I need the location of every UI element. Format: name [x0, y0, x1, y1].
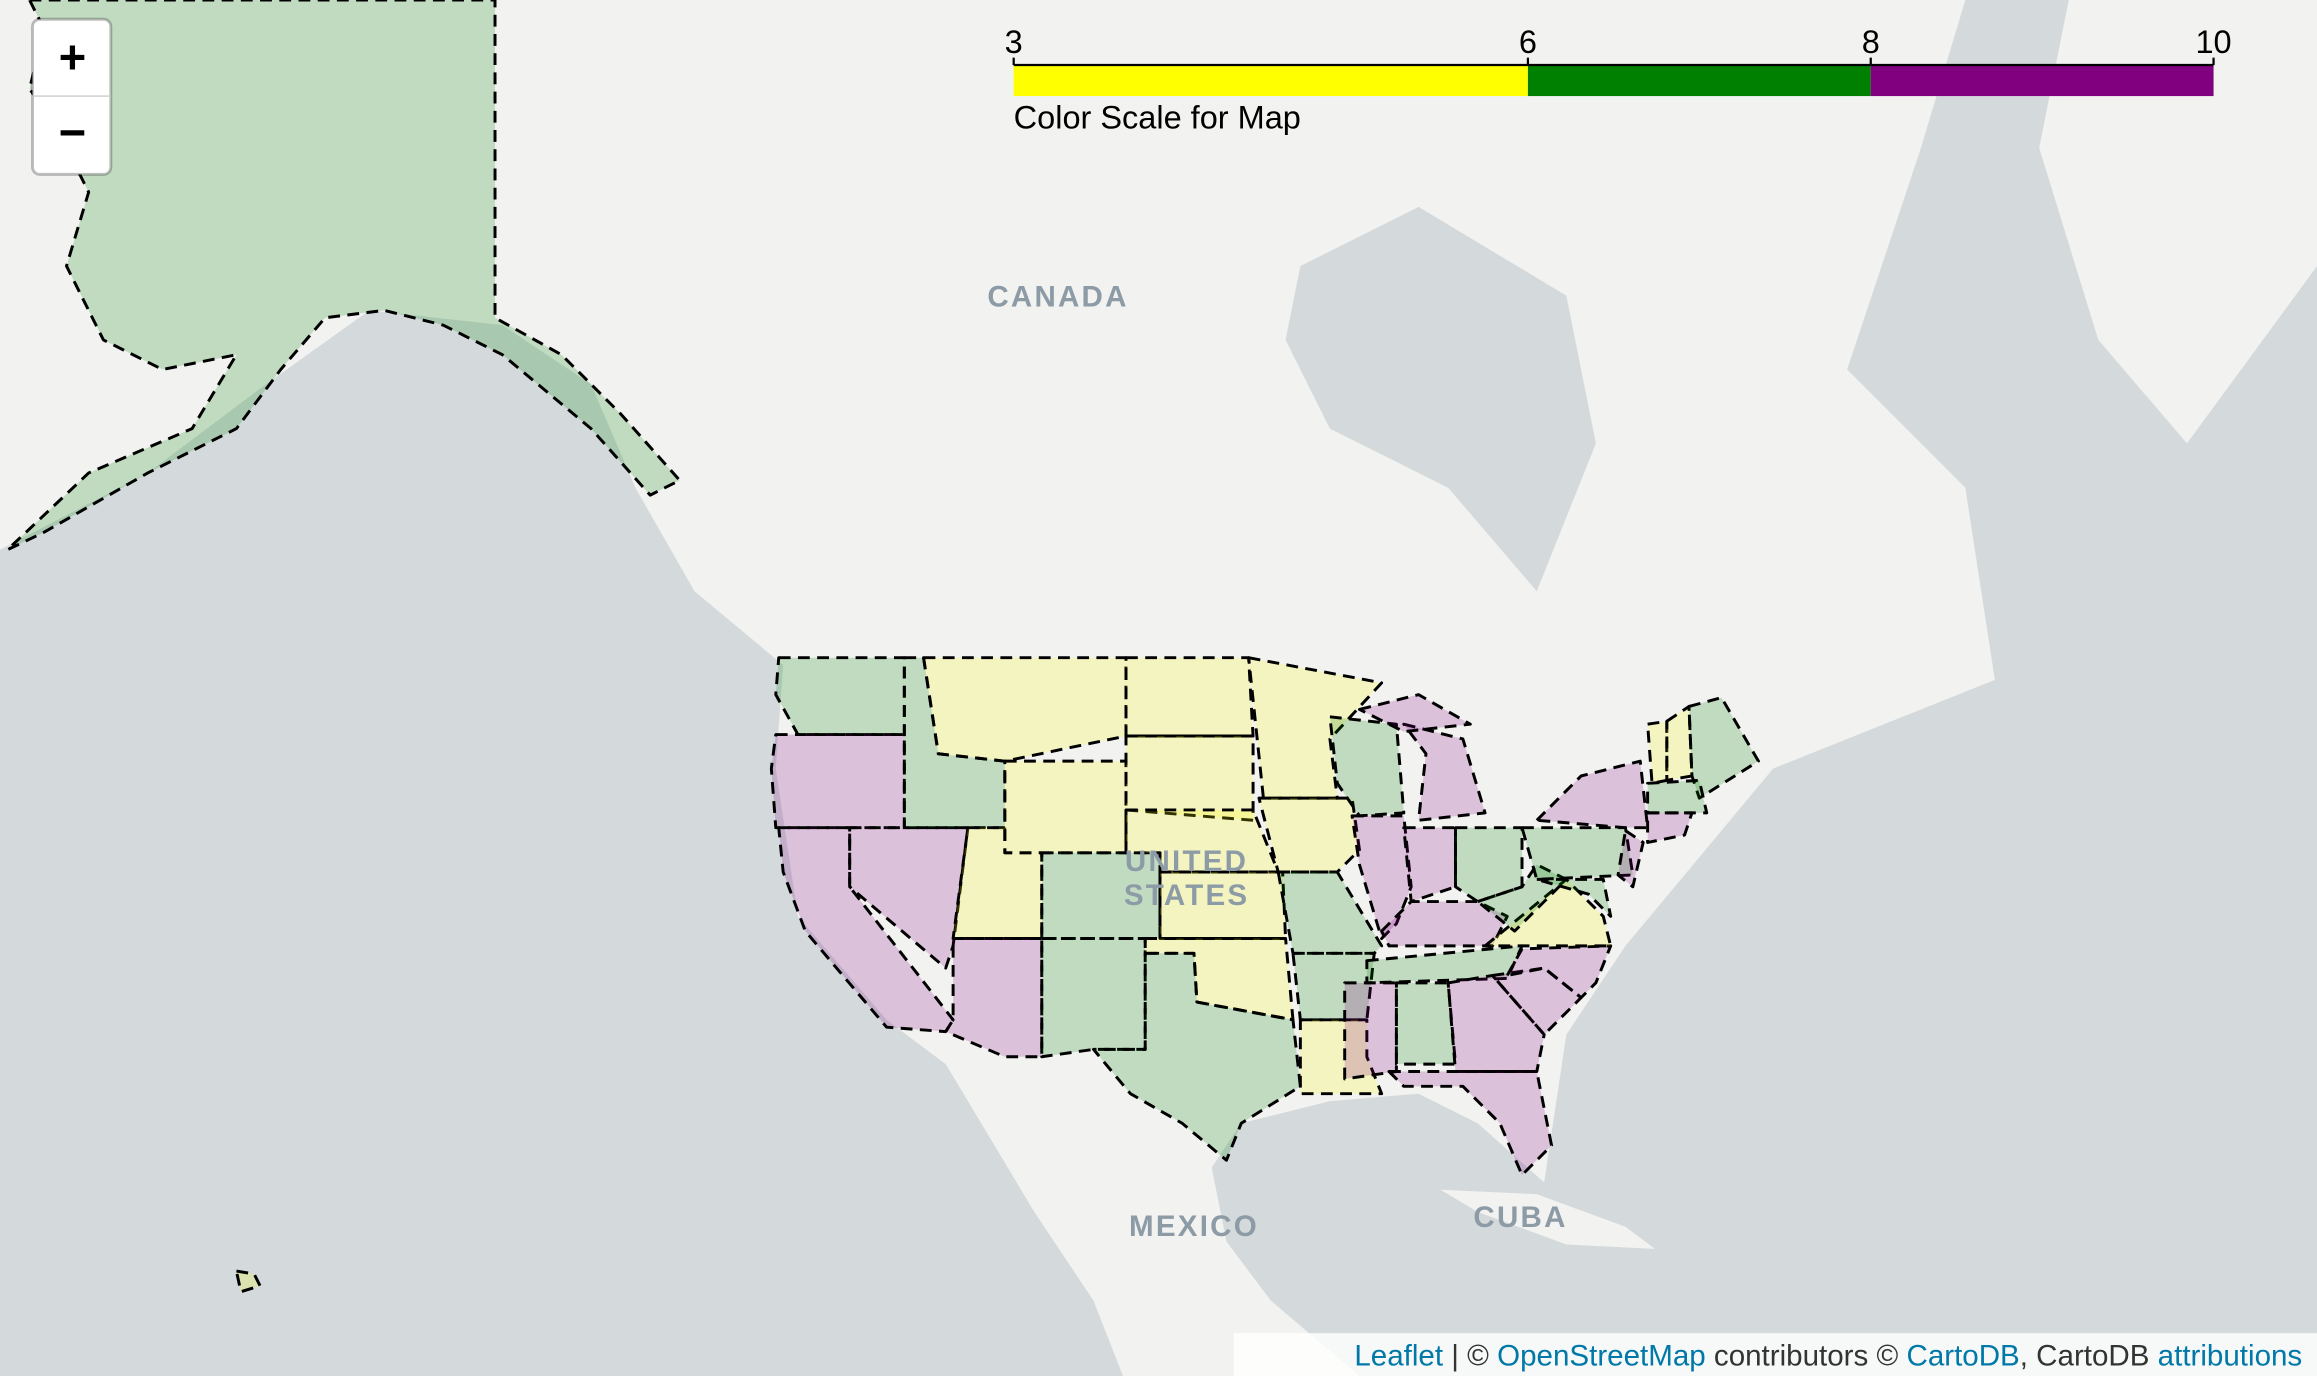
region: [1143, 937, 1295, 1022]
region: [1394, 981, 1457, 1066]
attribution-text: , CartoDB: [2020, 1340, 2158, 1373]
region: [1257, 796, 1361, 874]
region: [774, 656, 906, 737]
region: [1402, 722, 1487, 822]
region: [1535, 877, 1613, 918]
legend-tick-label: 3: [1005, 24, 1023, 60]
region: [5, 0, 682, 552]
attribution-link[interactable]: attributions: [2158, 1340, 2303, 1373]
region: [1365, 944, 1524, 985]
region: [1446, 973, 1546, 1074]
region: [1380, 900, 1509, 948]
legend: Color Scale for Map 3 6 8 10: [1005, 24, 2232, 135]
attribution-link[interactable]: CartoDB: [1906, 1340, 2019, 1373]
region: [944, 937, 1044, 1059]
region: [1646, 719, 1669, 785]
regions: [5, 0, 1760, 1294]
region: [1343, 981, 1398, 1081]
region: [1454, 826, 1524, 904]
zoom-control: + −: [31, 17, 113, 176]
region: [1357, 693, 1472, 734]
legend-tick-label: 10: [2195, 24, 2231, 60]
country-label: UNITED: [1125, 845, 1248, 878]
region: [848, 826, 970, 970]
region: [1247, 656, 1384, 800]
zoom-out-button[interactable]: −: [59, 106, 87, 159]
region: [1291, 951, 1376, 1022]
region: [1158, 870, 1288, 940]
region: [1003, 759, 1128, 855]
legend-segment: [1870, 65, 2214, 97]
region: [1124, 656, 1255, 738]
attribution-link[interactable]: OpenStreetMap: [1497, 1340, 1706, 1373]
legend-caption: Color Scale for Map: [1014, 100, 1301, 136]
legend-tick-label: 8: [1862, 24, 1880, 60]
region: [1040, 937, 1147, 1059]
region: [922, 656, 1128, 763]
region: [1520, 826, 1635, 881]
country-label: MEXICO: [1129, 1210, 1259, 1243]
hudson-bay: [1285, 206, 1596, 592]
greenland: [2039, 0, 2317, 444]
legend-tick-label: 6: [1519, 24, 1537, 60]
attribution-link[interactable]: Leaflet: [1354, 1340, 1443, 1373]
region: [1616, 829, 1645, 889]
region: [1505, 944, 1613, 1000]
legend-segment: [1527, 65, 1871, 97]
attribution-text: contributors ©: [1706, 1340, 1907, 1373]
region: [1350, 814, 1413, 940]
country-label: STATES: [1124, 879, 1249, 912]
region: [1092, 951, 1302, 1162]
attribution-text: | ©: [1443, 1340, 1497, 1373]
region: [234, 1269, 262, 1294]
region: [1402, 826, 1457, 904]
region: [1535, 759, 1650, 830]
cuba: [1440, 1189, 1655, 1249]
region: [1276, 870, 1384, 955]
region: [1124, 734, 1255, 822]
zoom-in-button[interactable]: +: [59, 31, 87, 84]
legend-segment: [1013, 65, 1528, 97]
region: [1646, 778, 1709, 815]
country-label: CUBA: [1473, 1201, 1567, 1234]
country-label: CANADA: [987, 280, 1128, 313]
region: [1387, 1070, 1554, 1177]
attribution: Leaflet | © OpenStreetMap contributors ©…: [1354, 1340, 2302, 1373]
region: [769, 733, 906, 830]
region: [1687, 696, 1760, 800]
attribution-background: [1233, 1333, 2317, 1376]
region: [1646, 811, 1694, 844]
